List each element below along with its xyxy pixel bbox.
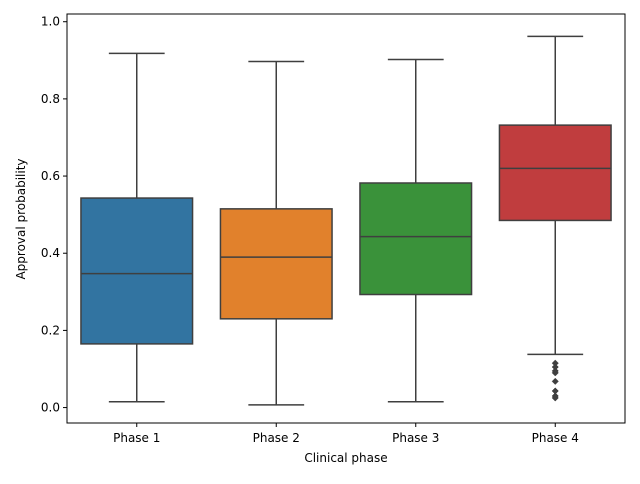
box: [359, 182, 473, 296]
y-tick-label: 0.6: [41, 169, 60, 183]
y-tick-label: 0.4: [41, 246, 60, 260]
outlier-point: [551, 369, 559, 377]
box: [80, 197, 194, 345]
axes-frame: [66, 13, 626, 424]
box-group: [219, 60, 333, 406]
box-group: [80, 52, 194, 403]
y-axis: 0.0 0.2 0.4 0.6 0.8 1.0: [41, 15, 67, 415]
y-tick-label: 0.8: [41, 92, 60, 106]
y-tick-label: 1.0: [41, 15, 60, 29]
x-tick-label: Phase 2: [253, 431, 300, 445]
box-group: [359, 58, 473, 403]
x-tick-label: Phase 4: [532, 431, 579, 445]
x-axis: Phase 1 Phase 2 Phase 3 Phase 4: [113, 423, 579, 445]
plot-area: [80, 35, 612, 406]
y-axis-label: Approval probability: [14, 158, 28, 279]
box-group: [498, 35, 612, 402]
y-tick-label: 0.0: [41, 401, 60, 415]
outlier-point: [551, 394, 559, 402]
outlier-point: [551, 377, 559, 385]
y-tick-label: 0.2: [41, 323, 60, 337]
x-axis-label: Clinical phase: [304, 451, 387, 465]
x-tick-label: Phase 1: [113, 431, 160, 445]
x-tick-label: Phase 3: [392, 431, 439, 445]
box: [498, 124, 612, 222]
box: [219, 208, 333, 320]
